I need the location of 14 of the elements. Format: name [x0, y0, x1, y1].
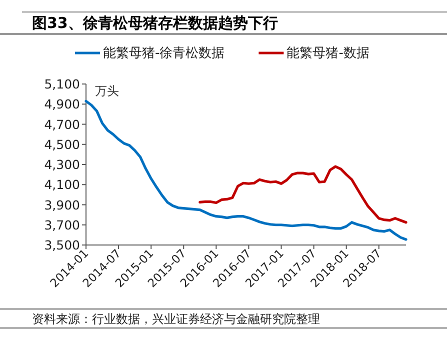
y-tick-label: 5,100	[44, 76, 80, 92]
y-tick-label: 3,500	[44, 238, 80, 252]
text: 资料来源：行业数据，兴业证券经济与金融研究院整理	[32, 312, 320, 326]
y-tick-label: 3,900	[44, 197, 80, 212]
y-axis-title: 万头	[95, 84, 119, 98]
y-tick-label: 4,700	[44, 116, 80, 132]
y-tick-label: 4,300	[44, 157, 80, 172]
legend-label: 能繁母猪-徐青松数据	[103, 46, 225, 61]
y-tick-label: 4,500	[44, 136, 80, 152]
legend-label: 能繁母猪-数据	[286, 46, 370, 61]
y-tick-label: 3,700	[44, 217, 80, 232]
y-tick-label: 4,100	[44, 177, 80, 192]
y-tick-label: 4,900	[44, 96, 80, 112]
chart-title: 图33、徐青松母猪存栏数据趋势下行	[32, 14, 278, 32]
